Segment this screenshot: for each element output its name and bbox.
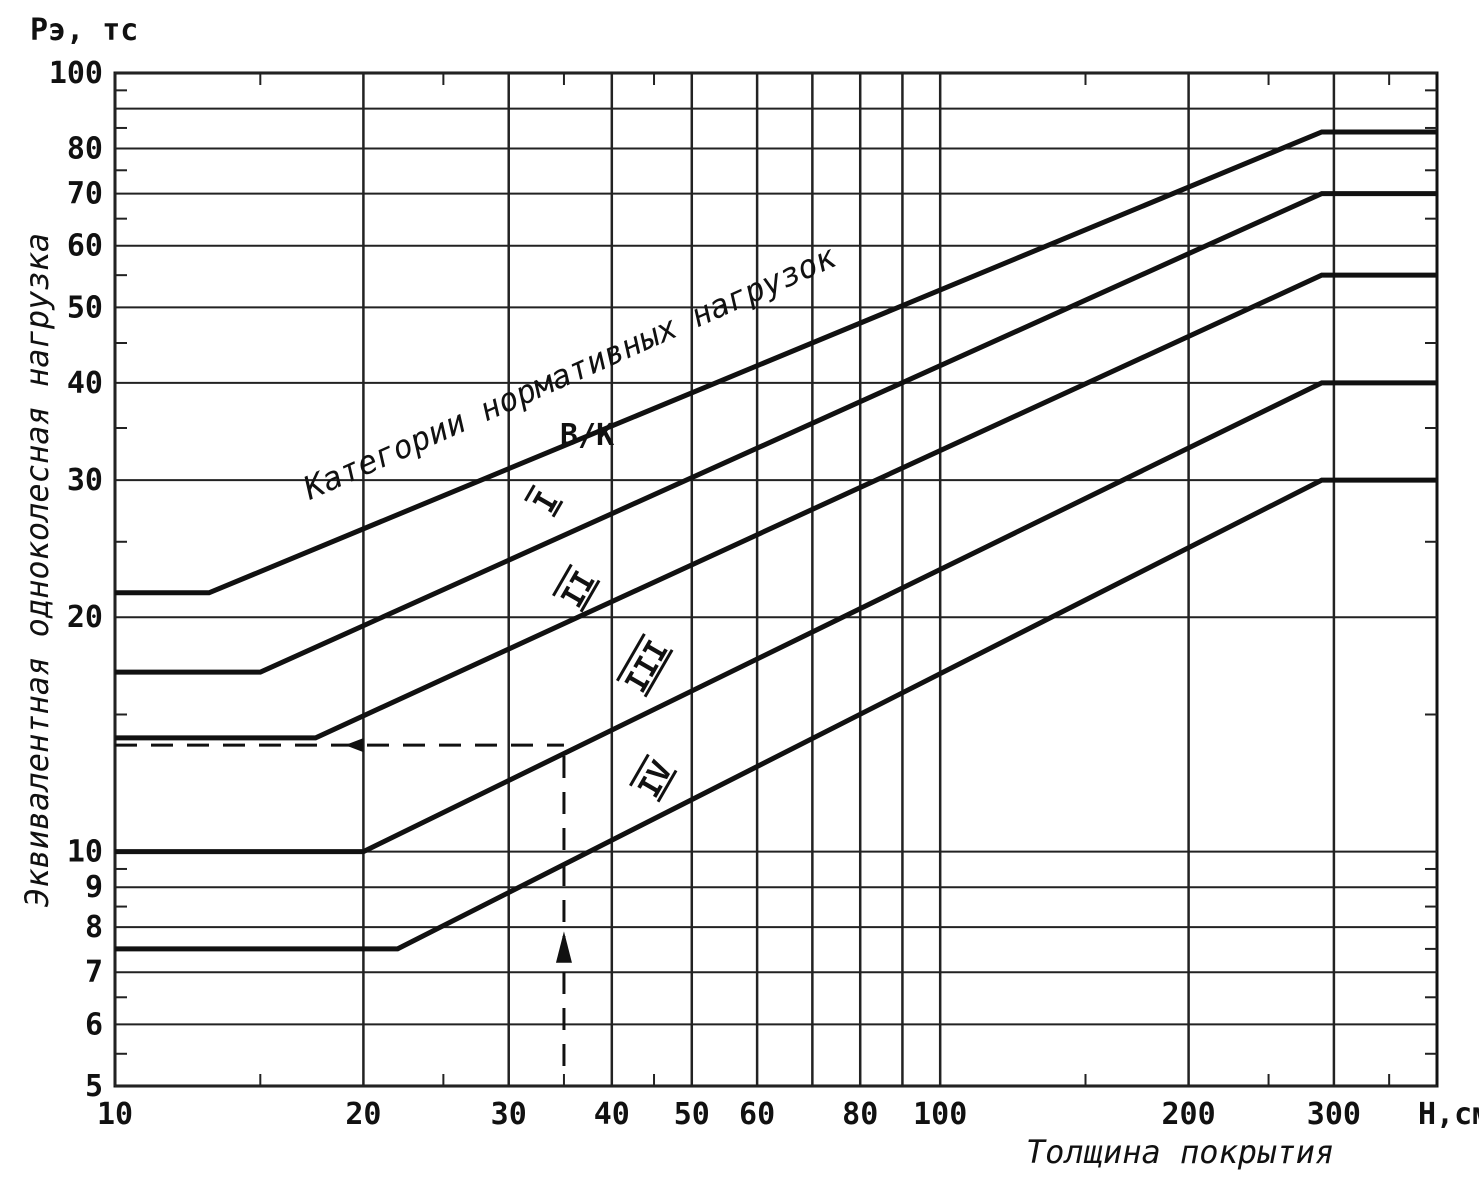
x-tick-label: 50 [674,1097,710,1132]
series-label: III [619,635,676,699]
y-tick-label: 60 [67,229,103,264]
annotation-categories: Категории нормативных нагрузок [297,237,842,508]
plot-frame [113,71,1439,1088]
y-tick-label: 40 [67,366,103,401]
y-tick-label: 5 [85,1069,103,1104]
y-tick-label: 8 [85,910,103,945]
series-line-II [115,272,1437,741]
series-line-B-K [115,129,1437,596]
y-tick-label: 10 [67,835,103,870]
y-tick-label: 100 [49,56,103,91]
x-tick-label: 200 [1162,1097,1216,1132]
y-tick-label: 30 [67,463,103,498]
x-tick-label: 10 [97,1097,133,1132]
x-unit-label: H,см [1418,1097,1479,1132]
x-tick-label: 30 [491,1097,527,1132]
arrow-up-icon [555,931,572,963]
x-tick-label: 300 [1307,1097,1361,1132]
series-label: I [527,486,566,519]
series-label: B/K [560,418,614,453]
y-unit-label: Pэ, тс [30,13,138,48]
y-tick-label: 7 [85,955,103,990]
x-tick-label: 40 [594,1097,630,1132]
series-line-I [115,191,1437,675]
y-tick-label: 70 [67,177,103,212]
x-tick-label: 80 [842,1097,878,1132]
series-line-III [115,380,1437,855]
series-label: IV [632,755,680,804]
x-tick-label: 100 [913,1097,967,1132]
x-tick-label: 20 [345,1097,381,1132]
y-tick-label: 6 [85,1007,103,1042]
x-tick-label: 60 [739,1097,775,1132]
y-tick-label: 9 [85,870,103,905]
y-tick-label: 20 [67,600,103,635]
series-line-IV [115,477,1437,952]
x-axis-title: Толщина покрытия [1026,1133,1334,1171]
y-axis-title: Эквивалентная одноколесная нагрузка [18,233,56,907]
y-tick-label: 50 [67,290,103,325]
arrow-left-icon [345,738,364,753]
y-tick-label: 80 [67,131,103,166]
